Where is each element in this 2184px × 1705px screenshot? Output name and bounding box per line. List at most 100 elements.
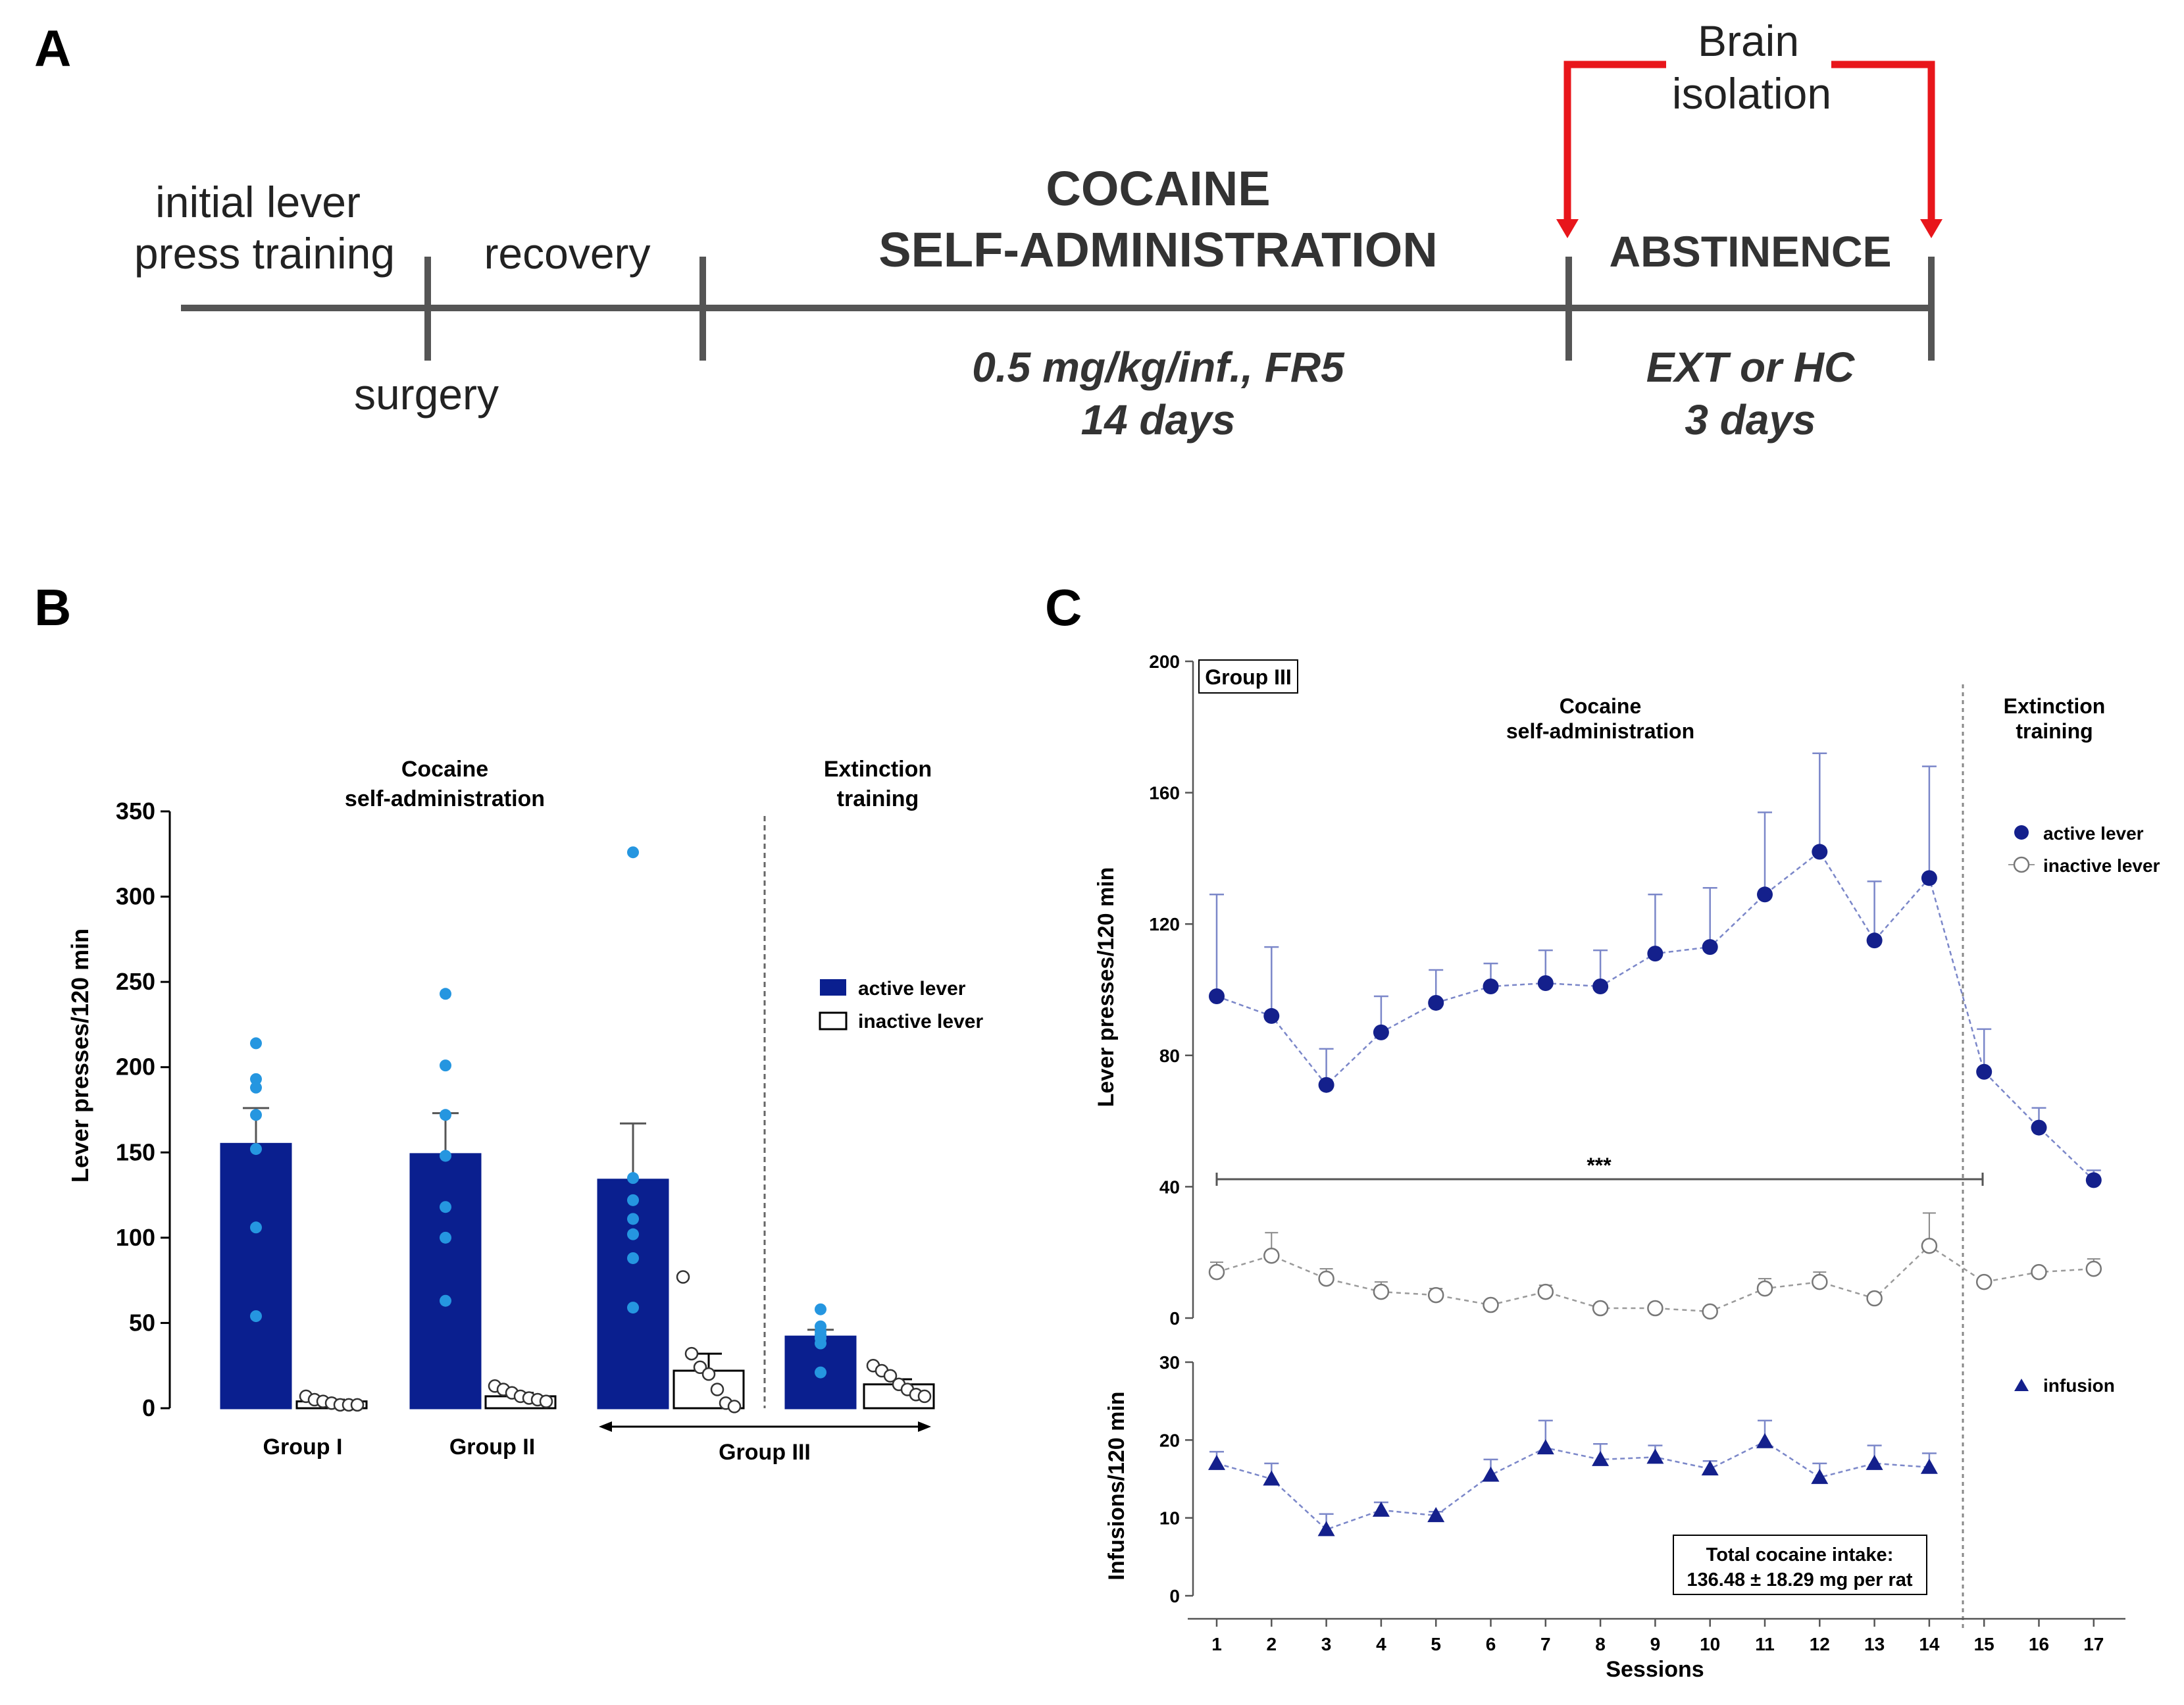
- bar-active: [220, 1142, 292, 1410]
- group-ii-label: Group II: [449, 1435, 535, 1460]
- infusion-point: [1701, 1460, 1719, 1476]
- active-lever-point: [1921, 870, 1937, 886]
- panel-c-x-tick-label: 4: [1376, 1634, 1386, 1654]
- panel-b-y-ticks: 0 50 100 150 200 250 300 350: [116, 798, 171, 1421]
- active-lever-point: [1537, 975, 1554, 992]
- legend-active-label: active lever: [858, 978, 966, 1000]
- bar-data-point: [701, 1367, 716, 1381]
- infusion-point: [1756, 1433, 1773, 1448]
- inactive-lever-point: [1702, 1303, 1718, 1320]
- infusion-point: [1592, 1450, 1610, 1466]
- panel-c-x-tick-label: 12: [1810, 1634, 1830, 1654]
- active-lever-point: [1483, 979, 1499, 995]
- legend-infusion-label: infusion: [2043, 1375, 2115, 1396]
- panel-c-upper-y-tick-label: 200: [1149, 651, 1180, 672]
- panel-c-upper-series: [1208, 752, 2102, 1320]
- panel-c-lower-y-tick-label: 20: [1159, 1430, 1180, 1450]
- inactive-lever-point: [1263, 1247, 1280, 1264]
- panel-b-section-ext-line1: Extinction: [824, 757, 932, 782]
- panel-c-x-tick-label: 7: [1540, 1634, 1551, 1654]
- panel-c-x-tick-label: 2: [1267, 1634, 1277, 1654]
- bar-data-point: [440, 1231, 451, 1244]
- panel-a-letter: A: [34, 19, 71, 77]
- inactive-lever-line: [1216, 1244, 2094, 1313]
- legend-inactive-marker: [2013, 856, 2030, 873]
- bar-data-point: [250, 1037, 262, 1050]
- panel-b-bars: [220, 846, 935, 1413]
- infusion-point: [1811, 1469, 1829, 1485]
- panel-c-x-tick-label: 17: [2083, 1634, 2104, 1654]
- bar-data-point: [917, 1389, 932, 1404]
- bar-data-point: [250, 1073, 262, 1085]
- active-lever-point: [2085, 1172, 2102, 1188]
- infusion-point: [1317, 1521, 1335, 1537]
- group-iii-box: [1198, 659, 1298, 694]
- bar-data-point: [627, 1252, 639, 1264]
- sa-title-line1: COCAINE: [1046, 161, 1270, 216]
- active-lever-point: [1428, 994, 1444, 1011]
- panel-b-y-tick-label: 0: [142, 1394, 155, 1421]
- panel-c-section-sa-line1: Cocaine: [1560, 694, 1641, 718]
- bar-active: [409, 1153, 482, 1410]
- panel-c-section-ext-line1: Extinction: [2004, 694, 2106, 718]
- panel-c-upper-y-tick-label: 160: [1149, 783, 1180, 803]
- panel-c-lower-series: [1208, 1419, 1938, 1537]
- legend-c-active-label: active lever: [2043, 823, 2144, 844]
- bar-data-point: [710, 1383, 724, 1396]
- abstinence-detail-line1: EXT or HC: [1646, 344, 1855, 391]
- infusion-point: [1427, 1507, 1445, 1523]
- recovery-label: recovery: [484, 229, 650, 278]
- total-intake-line1: Total cocaine intake:: [1706, 1544, 1894, 1565]
- panel-c-lower-y-tick-label: 30: [1159, 1352, 1180, 1373]
- active-lever-point: [1263, 1007, 1280, 1024]
- panel-a: A initial lever press training recovery …: [34, 16, 1943, 444]
- sa-title-line2: SELF-ADMINISTRATION: [878, 222, 1438, 277]
- bar-data-point: [883, 1369, 898, 1383]
- panel-b-y-tick-label: 300: [116, 883, 155, 910]
- bar-data-point: [350, 1398, 365, 1412]
- active-lever-point: [1647, 946, 1663, 962]
- panel-c-x-tick-label: 10: [1700, 1634, 1720, 1654]
- isolation-arrowhead-left: [1556, 219, 1579, 238]
- panel-c-lower-y-label: Infusions/120 min: [1104, 1391, 1129, 1580]
- bar-data-point: [440, 1294, 451, 1307]
- legend-c-inactive-label: inactive lever: [2043, 855, 2160, 876]
- panel-c-x-tick-label: 8: [1595, 1634, 1606, 1654]
- legend-inactive-swatch: [819, 1011, 848, 1031]
- panel-b-section-ext-line2: training: [837, 786, 919, 811]
- panel-c-x-tick-label: 15: [1974, 1634, 1994, 1654]
- active-lever-point: [1976, 1063, 1993, 1080]
- panel-c-x-tick-label: 13: [1864, 1634, 1885, 1654]
- bar-data-point: [627, 1213, 639, 1225]
- bar-data-point: [815, 1303, 826, 1315]
- bar-data-point: [627, 1228, 639, 1240]
- panel-c-upper-y-tick-label: 80: [1159, 1046, 1180, 1066]
- panel-c-section-ext-line2: training: [2016, 719, 2093, 743]
- inactive-lever-point: [1427, 1286, 1444, 1304]
- active-lever-point: [1373, 1024, 1389, 1040]
- bar-data-point: [250, 1310, 262, 1323]
- infusion-line: [1216, 1440, 1929, 1531]
- panel-c-x-tick-label: 11: [1755, 1634, 1775, 1654]
- inactive-lever-point: [1647, 1300, 1663, 1317]
- inactive-lever-point: [1208, 1263, 1225, 1281]
- active-lever-point: [1592, 979, 1609, 995]
- inactive-lever-point: [1318, 1270, 1334, 1287]
- inactive-lever-point: [1373, 1283, 1390, 1300]
- active-lever-point: [1318, 1077, 1334, 1093]
- bar-data-point: [440, 1150, 451, 1162]
- total-intake-line2: 136.48 ± 18.29 mg per rat: [1687, 1569, 1913, 1590]
- panel-b-y-tick-label: 250: [116, 968, 155, 995]
- group-iii-bracket-right-head: [918, 1421, 931, 1432]
- isolation-arrow-right: [1831, 61, 1935, 224]
- panel-c-x-tick-label: 6: [1486, 1634, 1496, 1654]
- bar-data-point: [627, 1302, 639, 1314]
- sa-dose-line1: 0.5 mg/kg/inf., FR5: [972, 344, 1345, 391]
- panel-b-y-tick-label: 150: [116, 1138, 155, 1165]
- active-lever-point: [1209, 988, 1225, 1004]
- panel-c-upper-y-tick-label: 40: [1159, 1177, 1180, 1197]
- bar-data-point: [727, 1400, 742, 1413]
